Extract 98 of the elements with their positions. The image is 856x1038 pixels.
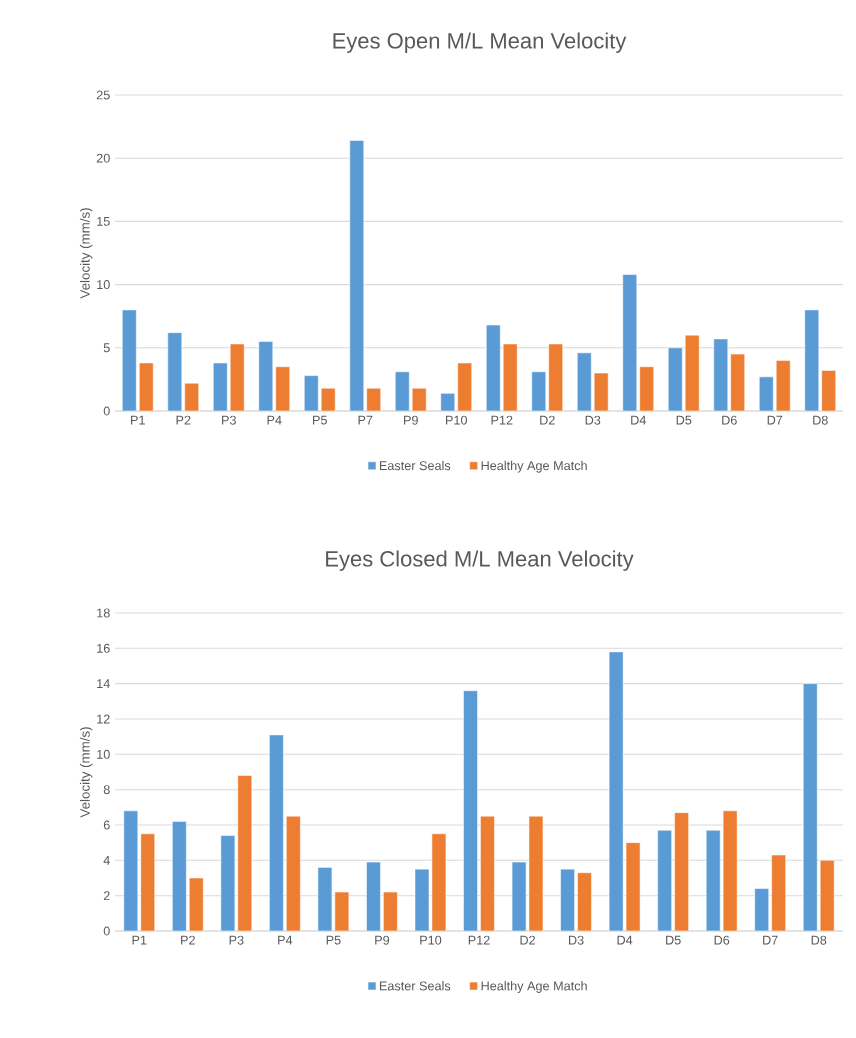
x-tick-label: P1: [132, 935, 147, 945]
y-tick-label: 12: [97, 714, 110, 724]
y-axis-title: Velocity (mm/s): [79, 727, 93, 818]
x-tick-label: D6: [714, 935, 730, 945]
bar: [480, 815, 495, 931]
x-tick-label: P7: [358, 415, 373, 425]
x-tick-label: P3: [229, 935, 244, 945]
x-tick-label: P3: [222, 415, 236, 425]
legend-label: Healthy Age Match: [481, 460, 587, 473]
bar: [502, 343, 518, 411]
bar: [349, 140, 365, 411]
x-tick-label: P12: [468, 935, 490, 945]
bar: [366, 861, 381, 931]
bar: [122, 309, 137, 411]
x-tick-label: P9: [404, 415, 418, 425]
y-axis-title: Velocity (mm/s): [79, 208, 93, 299]
bar: [577, 872, 592, 931]
y-tick-label: 8: [103, 785, 110, 795]
bar: [172, 821, 187, 931]
x-tick-label: P1: [131, 415, 145, 425]
bar: [775, 360, 791, 411]
x-tick-label: P10: [446, 415, 468, 425]
bar: [486, 324, 501, 411]
y-tick-label: 10: [97, 280, 110, 290]
x-tick-label: P2: [176, 415, 191, 425]
bar: [531, 371, 547, 411]
bar: [123, 810, 138, 931]
legend-label: Easter Seals: [379, 981, 451, 991]
bar: [275, 366, 290, 411]
x-tick-label: P4: [278, 935, 293, 945]
bar: [463, 690, 478, 931]
y-tick-label: 18: [97, 608, 110, 618]
bar: [802, 683, 818, 931]
y-tick-label: 0: [103, 926, 110, 936]
x-tick-label: D5: [666, 935, 681, 945]
bar: [548, 343, 563, 411]
bar: [657, 830, 672, 931]
x-tick-label: P5: [326, 935, 341, 945]
bar: [754, 888, 769, 931]
bar: [804, 309, 820, 411]
bar: [237, 775, 253, 931]
x-tick-label: P9: [375, 935, 390, 945]
bar: [229, 343, 245, 411]
bar: [705, 830, 721, 931]
bar: [821, 370, 836, 411]
x-tick-label: D7: [763, 935, 778, 945]
bar: [395, 371, 410, 411]
y-tick-label: 5: [103, 343, 110, 353]
bar: [213, 362, 228, 411]
x-tick-label: D3: [585, 415, 601, 425]
bar: [577, 352, 592, 411]
y-tick-label: 6: [103, 820, 110, 830]
y-tick-label: 16: [97, 643, 110, 653]
bar: [684, 334, 700, 411]
x-tick-label: D5: [676, 415, 692, 425]
chart-title: Eyes Open M/L Mean Velocity: [333, 32, 627, 53]
bar: [730, 353, 745, 411]
x-tick-label: D2: [540, 415, 555, 425]
y-tick-label: 15: [97, 216, 110, 226]
y-tick-label: 0: [103, 406, 110, 416]
bar: [622, 274, 638, 411]
bar: [304, 375, 319, 411]
bar: [440, 393, 456, 411]
y-tick-label: 20: [96, 153, 110, 163]
x-tick-label: D8: [811, 935, 827, 945]
x-tick-label: D4: [617, 935, 633, 945]
x-tick-label: P12: [491, 415, 513, 425]
bar: [286, 815, 301, 931]
y-tick-label: 2: [103, 891, 110, 901]
x-tick-label: D7: [767, 415, 783, 425]
bar: [771, 854, 786, 931]
x-tick-label: P10: [420, 935, 442, 945]
x-tick-label: D2: [520, 935, 535, 945]
legend-label: Easter Seals: [379, 460, 451, 471]
x-tick-label: D6: [722, 415, 737, 425]
bar: [560, 868, 575, 931]
bar: [674, 812, 689, 931]
x-tick-label: D8: [813, 415, 828, 425]
x-tick-label: P5: [313, 415, 327, 425]
bar: [258, 341, 274, 411]
bar: [819, 860, 835, 931]
y-tick-label: 25: [96, 90, 110, 100]
y-tick-label: 14: [97, 679, 110, 689]
x-tick-label: D4: [631, 415, 646, 425]
bar: [668, 347, 683, 411]
bar: [639, 366, 654, 411]
bar: [713, 338, 729, 411]
bar: [759, 376, 774, 411]
chart-title: Eyes Closed M/L Mean Velocity: [326, 550, 634, 571]
y-tick-label: 4: [103, 855, 110, 865]
x-tick-label: P4: [267, 415, 282, 425]
bar: [269, 734, 284, 931]
bar: [140, 833, 155, 931]
y-tick-label: 10: [97, 749, 110, 759]
x-tick-label: D3: [569, 935, 584, 945]
legend-label: Healthy Age Match: [481, 981, 587, 993]
bar: [167, 332, 183, 411]
x-tick-label: P2: [181, 935, 195, 945]
